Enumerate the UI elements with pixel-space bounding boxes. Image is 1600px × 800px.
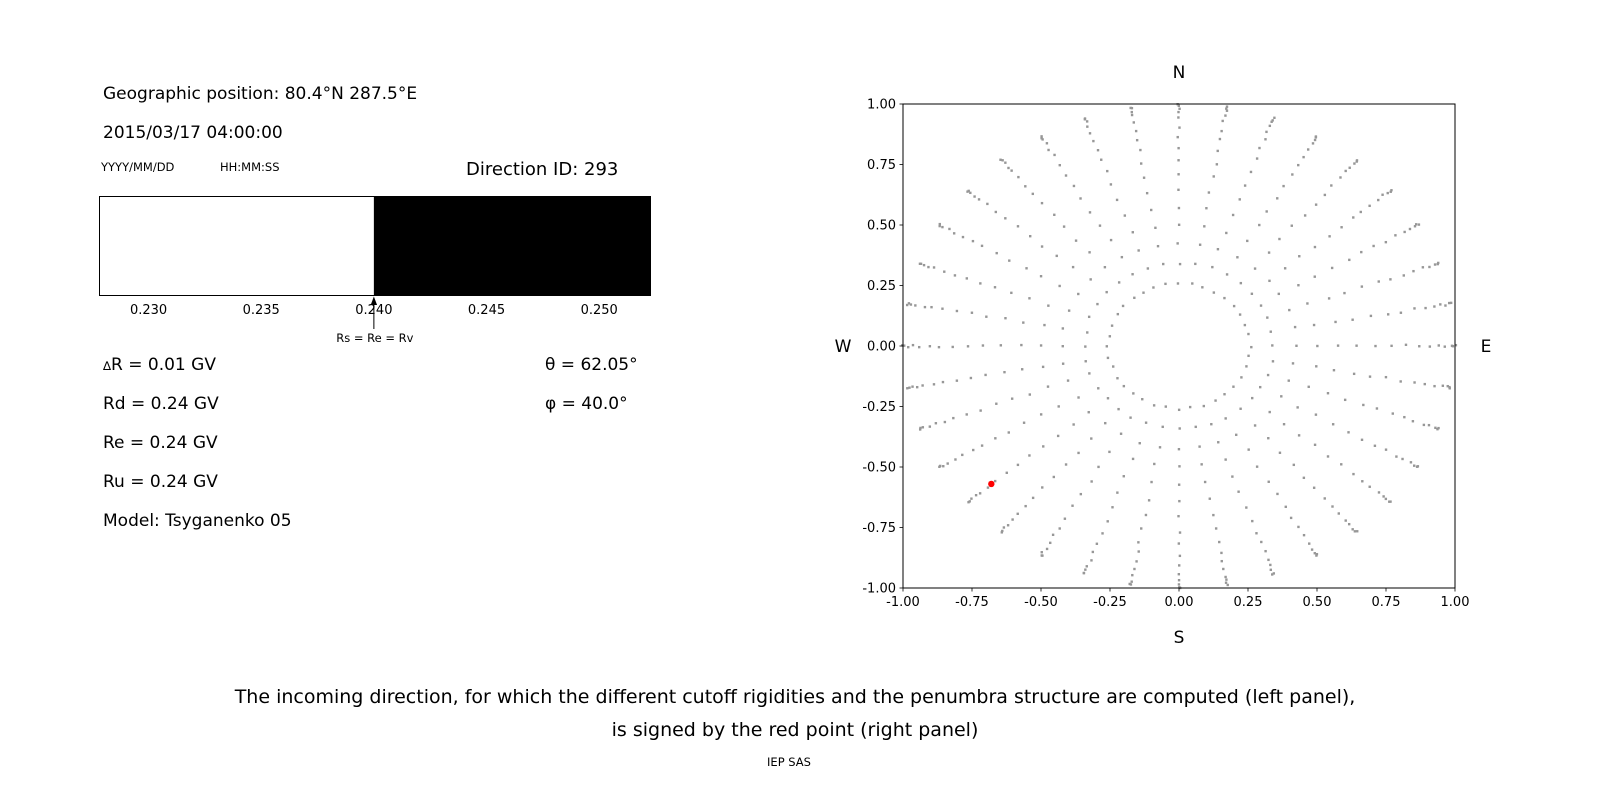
svg-text:-0.50: -0.50 bbox=[862, 461, 896, 476]
incoming-direction-plot: -1.00 -0.75 -0.50 -0.25 0.00 0.25 0.50 0.75 1.00… bbox=[835, 63, 1492, 648]
svg-text:-0.25: -0.25 bbox=[1093, 595, 1127, 610]
geographic-position-text: Geographic position: 80.4°N 287.5°E bbox=[103, 84, 418, 104]
svg-text:0.25: 0.25 bbox=[867, 279, 896, 294]
svg-text:0.00: 0.00 bbox=[867, 340, 896, 355]
svg-text:-1.00: -1.00 bbox=[886, 595, 920, 610]
svg-text:0.245: 0.245 bbox=[468, 303, 505, 318]
direction-id-text: Direction ID: 293 bbox=[466, 159, 619, 180]
svg-text:Rs = Re = Rv: Rs = Re = Rv bbox=[336, 331, 413, 345]
svg-text:0.50: 0.50 bbox=[1303, 595, 1332, 610]
svg-text:1.00: 1.00 bbox=[867, 98, 896, 113]
svg-text:S: S bbox=[1174, 628, 1185, 648]
figure-caption-line2: is signed by the red point (right panel) bbox=[611, 719, 979, 741]
delta-r-text: ∆R = 0.01 GV bbox=[103, 355, 216, 375]
svg-text:1.00: 1.00 bbox=[1441, 595, 1470, 610]
rd-text: Rd = 0.24 GV bbox=[103, 394, 219, 414]
svg-text:0.75: 0.75 bbox=[1372, 595, 1401, 610]
svg-text:-0.25: -0.25 bbox=[862, 400, 896, 415]
iep-sas-credit: IEP SAS bbox=[767, 755, 811, 769]
figure-caption-line1: The incoming direction, for which the di… bbox=[234, 686, 1356, 708]
svg-text:0.230: 0.230 bbox=[130, 303, 167, 318]
ru-text: Ru = 0.24 GV bbox=[103, 472, 218, 492]
svg-text:N: N bbox=[1173, 63, 1186, 83]
svg-text:W: W bbox=[835, 337, 852, 357]
svg-text:E: E bbox=[1481, 337, 1492, 357]
phi-angle-text: φ = 40.0° bbox=[545, 394, 628, 414]
svg-text:0.235: 0.235 bbox=[243, 303, 280, 318]
theta-angle-text: θ = 62.05° bbox=[545, 355, 638, 375]
svg-text:0.25: 0.25 bbox=[1234, 595, 1263, 610]
svg-text:0.75: 0.75 bbox=[867, 158, 896, 173]
model-text: Model: Tsyganenko 05 bbox=[103, 511, 292, 531]
date-format-label: YYYY/MM/DD bbox=[101, 160, 175, 174]
delta-symbol: ∆ bbox=[103, 359, 112, 373]
svg-text:0.250: 0.250 bbox=[581, 303, 618, 318]
datetime-text: 2015/03/17 04:00:00 bbox=[103, 123, 283, 143]
svg-text:0.00: 0.00 bbox=[1165, 595, 1194, 610]
delta-r-value: R = 0.01 GV bbox=[111, 355, 216, 375]
time-format-label: HH:MM:SS bbox=[220, 160, 280, 174]
svg-text:0.50: 0.50 bbox=[867, 219, 896, 234]
svg-text:-0.75: -0.75 bbox=[862, 521, 896, 536]
svg-text:-1.00: -1.00 bbox=[862, 582, 896, 597]
svg-text:-0.50: -0.50 bbox=[1024, 595, 1058, 610]
svg-text:-0.75: -0.75 bbox=[955, 595, 989, 610]
re-text: Re = 0.24 GV bbox=[103, 433, 218, 453]
